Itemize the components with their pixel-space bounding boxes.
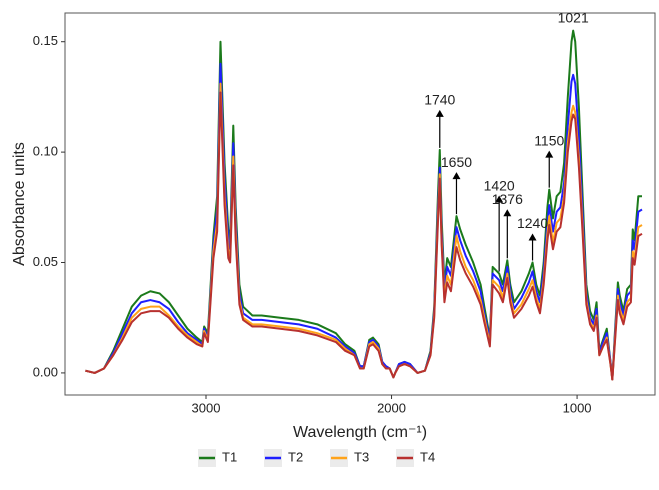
- annotation-label: 1740: [424, 92, 455, 108]
- annotation-arrowhead: [495, 195, 504, 203]
- annotation-arrowhead: [503, 209, 512, 217]
- y-tick-label: 0.10: [33, 144, 58, 159]
- x-axis-title: Wavelength (cm⁻¹): [293, 424, 427, 441]
- x-tick-label: 2000: [377, 400, 406, 415]
- series-line: [85, 82, 643, 381]
- x-tick-label: 1000: [563, 400, 592, 415]
- legend-label: T4: [420, 449, 435, 464]
- annotation-label: 1021: [558, 9, 589, 25]
- x-tick-label: 3000: [192, 400, 221, 415]
- plot-frame: [64, 12, 656, 396]
- legend-label: T3: [354, 449, 369, 464]
- annotation-label: 1420: [484, 177, 515, 193]
- series-line: [85, 91, 643, 381]
- annotation-label: 1376: [492, 191, 523, 207]
- y-tick-label: 0.00: [33, 364, 58, 379]
- y-tick-label: 0.05: [33, 254, 58, 269]
- y-axis-title: Absorbance units: [11, 142, 28, 266]
- annotation-arrowhead: [545, 150, 554, 158]
- series-line: [85, 29, 643, 381]
- legend-label: T1: [222, 449, 237, 464]
- y-tick-label: 0.15: [33, 33, 58, 48]
- annotation-label: 1150: [534, 132, 564, 148]
- legend-label: T2: [288, 449, 303, 464]
- annotation-arrowhead: [435, 109, 444, 117]
- annotation-arrowhead: [528, 233, 537, 241]
- annotation-label: 1650: [441, 154, 472, 170]
- annotation-label: 1240: [517, 215, 548, 231]
- annotation-arrowhead: [452, 172, 461, 180]
